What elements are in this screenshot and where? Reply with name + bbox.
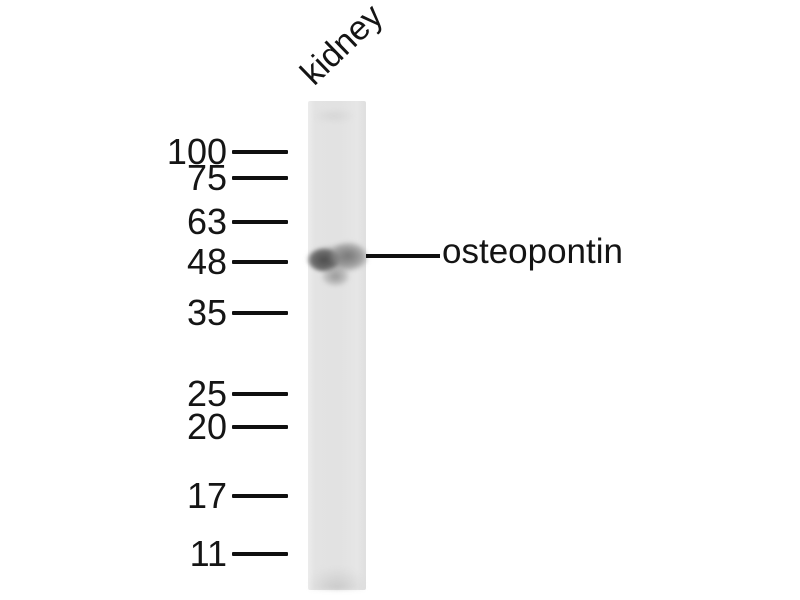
- ladder-tick-line: [232, 311, 288, 315]
- ladder-marker-35: 35: [0, 295, 288, 331]
- ladder-tick-line: [232, 176, 288, 180]
- ladder-marker-11: 11: [0, 536, 288, 572]
- ladder-marker-25: 25: [0, 376, 288, 412]
- ladder-marker-63: 63: [0, 204, 288, 240]
- ladder-tick-line: [232, 552, 288, 556]
- lane-label: kidney: [293, 0, 391, 93]
- band-pointer-line: [366, 254, 440, 258]
- protein-band-lower-spot: [322, 267, 349, 286]
- ladder-tick-line: [232, 494, 288, 498]
- band-annotation-label: osteopontin: [442, 232, 623, 271]
- ladder-tick-line: [232, 260, 288, 264]
- ladder-tick-line: [232, 425, 288, 429]
- ladder-label: 100: [166, 131, 227, 172]
- lane-bottom-shading: [310, 568, 364, 590]
- ladder-label: 11: [189, 533, 227, 574]
- ladder-tick-line: [232, 392, 288, 396]
- ladder-tick-line: [232, 150, 288, 154]
- protein-band-right-lobe: [330, 242, 367, 269]
- ladder-label: 48: [186, 241, 227, 282]
- lane-top-shading: [314, 109, 354, 123]
- ladder-label: 17: [186, 475, 227, 516]
- ladder-marker-100: 100: [0, 134, 288, 170]
- ladder-marker-75: 75: [0, 160, 288, 196]
- ladder-label: 20: [186, 406, 227, 447]
- blot-lane: [308, 101, 366, 590]
- ladder-marker-20: 20: [0, 409, 288, 445]
- ladder-label: 35: [186, 292, 227, 333]
- ladder-marker-17: 17: [0, 478, 288, 514]
- ladder-label: 25: [186, 373, 227, 414]
- ladder-marker-48: 48: [0, 244, 288, 280]
- ladder-tick-line: [232, 220, 288, 224]
- ladder-label: 63: [186, 201, 227, 242]
- ladder-label: 75: [186, 157, 227, 198]
